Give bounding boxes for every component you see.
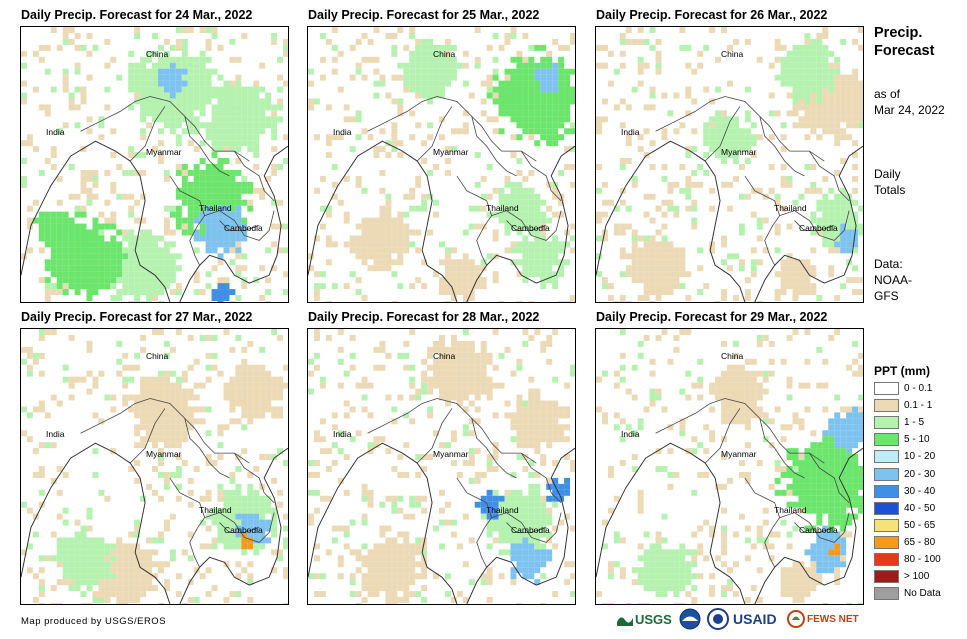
totals-label: Totals (874, 183, 906, 197)
map-label-china: China (433, 49, 456, 59)
daily-label: Daily (874, 167, 901, 181)
panel-title-3: Daily Precip. Forecast for 26 Mar., 2022 (596, 8, 828, 22)
map-label-thailand: Thailand (486, 505, 519, 515)
legend-label: 30 - 40 (904, 485, 936, 497)
map-label-thailand: Thailand (774, 505, 807, 515)
legend-swatch (874, 501, 899, 515)
forecast-date: Mar 24, 2022 (874, 103, 945, 117)
map-label-china: China (146, 49, 169, 59)
legend-label: No Data (904, 588, 941, 600)
legend-swatch (874, 416, 899, 430)
legend-label: 0.1 - 1 (904, 400, 933, 412)
map-label-myanmar: Myanmar (146, 147, 182, 157)
legend-label: 50 - 65 (904, 519, 936, 531)
map-label-india: India (333, 127, 352, 137)
map-label-thailand: Thailand (199, 505, 232, 515)
legend-swatch (874, 518, 899, 532)
map-canvas (21, 27, 288, 302)
map-label-cambodia: Cambodia (224, 525, 263, 535)
legend-label: 40 - 50 (904, 502, 936, 514)
legend-swatch (874, 553, 899, 566)
legend-label: 1 - 5 (904, 417, 925, 429)
map-label-myanmar: Myanmar (721, 449, 757, 459)
map-label-china: China (721, 351, 744, 361)
map-label-china: China (721, 49, 744, 59)
map-label-india: India (46, 429, 65, 439)
panel-title-6: Daily Precip. Forecast for 29 Mar., 2022 (596, 310, 828, 324)
legend-swatch (874, 570, 899, 584)
partner-logos: USGS USAID FEWS NET (617, 606, 865, 632)
panel-title-5: Daily Precip. Forecast for 28 Mar., 2022 (308, 310, 540, 324)
precip-map-5: China India Myanmar Thailand Cambodia (307, 328, 576, 605)
legend-swatch (874, 535, 899, 549)
map-label-india: India (46, 127, 65, 137)
legend-label: 65 - 80 (904, 536, 936, 548)
map-label-cambodia: Cambodia (511, 223, 550, 233)
panel-title-1: Daily Precip. Forecast for 24 Mar., 2022 (21, 8, 253, 22)
map-label-cambodia: Cambodia (224, 223, 263, 233)
data-source-2: GFS (874, 289, 899, 303)
usaid-logo: USAID (733, 611, 777, 627)
precip-map-6: China India Myanmar Thailand Cambodia (595, 328, 864, 605)
map-label-thailand: Thailand (199, 203, 232, 213)
map-label-thailand: Thailand (486, 203, 519, 213)
legend-label: 10 - 20 (904, 451, 936, 463)
legend-label: > 100 (904, 571, 930, 583)
map-label-india: India (621, 429, 640, 439)
legend-swatch (874, 433, 899, 447)
map-label-china: China (146, 351, 169, 361)
legend-swatch (874, 467, 899, 481)
as-of-label: as of (874, 87, 901, 101)
usgs-logo: USGS (617, 606, 677, 632)
map-label-india: India (621, 127, 640, 137)
map-canvas (596, 27, 863, 302)
legend-title: PPT (mm) (874, 364, 931, 378)
fewsnet-logo: FEWS NET (787, 606, 865, 632)
legend-swatch (874, 587, 899, 601)
map-label-thailand: Thailand (774, 203, 807, 213)
map-label-myanmar: Myanmar (433, 449, 469, 459)
map-label-cambodia: Cambodia (799, 223, 838, 233)
legend-swatch (874, 450, 899, 464)
map-label-cambodia: Cambodia (511, 525, 550, 535)
map-label-myanmar: Myanmar (433, 147, 469, 157)
map-label-myanmar: Myanmar (146, 449, 182, 459)
legend-label: 20 - 30 (904, 468, 936, 480)
noaa-logo (679, 606, 703, 632)
precip-map-1: China India Myanmar Thailand Cambodia (20, 26, 289, 303)
map-label-india: India (333, 429, 352, 439)
map-canvas (308, 329, 575, 604)
precip-map-2: China India Myanmar Thailand Cambodia (307, 26, 576, 303)
legend-label: 0 - 0.1 (904, 383, 933, 394)
legend-swatch (874, 399, 899, 413)
precip-map-4: China India Myanmar Thailand Cambodia (20, 328, 289, 605)
sidebar-title: Precip. Forecast (874, 25, 935, 59)
map-label-cambodia: Cambodia (799, 525, 838, 535)
legend-label: 80 - 100 (904, 554, 941, 565)
legend-label: 5 - 10 (904, 434, 930, 446)
map-label-china: China (433, 351, 456, 361)
map-canvas (308, 27, 575, 302)
legend-swatch (874, 484, 899, 498)
map-label-myanmar: Myanmar (721, 147, 757, 157)
map-canvas (21, 329, 288, 604)
data-source-1: NOAA- (874, 273, 913, 287)
legend-swatch (874, 382, 899, 395)
map-credit: Map produced by USGS/EROS (21, 616, 167, 627)
usaid-seal (707, 606, 731, 632)
map-canvas (596, 329, 863, 604)
panel-title-4: Daily Precip. Forecast for 27 Mar., 2022 (21, 310, 253, 324)
precip-map-3: China India Myanmar Thailand Cambodia (595, 26, 864, 303)
data-label: Data: (874, 257, 903, 271)
panel-title-2: Daily Precip. Forecast for 25 Mar., 2022 (308, 8, 540, 22)
